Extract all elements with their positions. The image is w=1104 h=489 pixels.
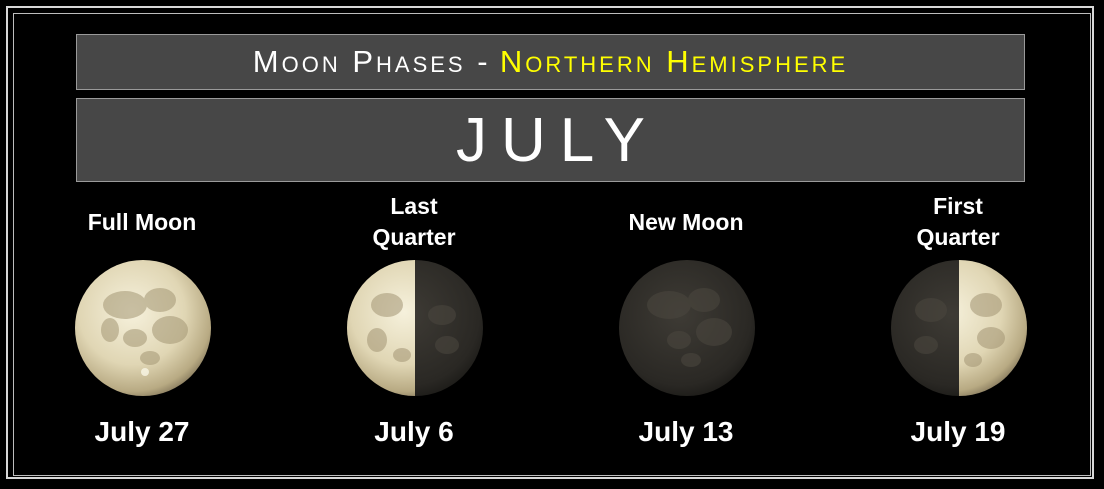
inner-frame (13, 13, 1091, 476)
outer-frame (6, 6, 1094, 479)
last-quarter-moon-icon (347, 260, 483, 396)
page-title: Moon Phases - Northern Hemisphere (76, 34, 1025, 90)
phase-date: July 6 (374, 416, 454, 447)
phase-date: July 13 (638, 416, 734, 447)
phase-label: Last Quarter (304, 190, 524, 254)
phase-date: July 27 (94, 416, 190, 447)
phase-label-line: Quarter (372, 224, 456, 250)
title-prefix: Moon Phases - (252, 44, 491, 79)
phase-first-quarter: First Quarter July 19 (848, 190, 1068, 460)
new-moon-icon (619, 260, 755, 396)
phase-label-line: First (933, 193, 983, 219)
phase-label-line: Quarter (916, 224, 1000, 250)
month-label: JULY (455, 105, 659, 175)
phase-label: New Moon (576, 190, 796, 254)
phase-last-quarter: Last Quarter July 6 (304, 190, 524, 460)
phase-label: Full Moon (32, 190, 252, 254)
phase-label-line: Full Moon (87, 208, 197, 235)
phase-label-line: New Moon (628, 208, 744, 235)
phase-date: July 19 (910, 416, 1006, 447)
title-accent: Northern Hemisphere (499, 44, 849, 79)
phase-full-moon: Full Moon July 27 (32, 190, 252, 460)
first-quarter-moon-icon (891, 260, 1027, 396)
phase-label: First Quarter (848, 190, 1068, 254)
full-moon-icon (75, 260, 211, 396)
phase-label-line: Last (390, 193, 438, 219)
month-banner: JULY (76, 98, 1025, 182)
phase-new-moon: New Moon July 13 (576, 190, 796, 460)
